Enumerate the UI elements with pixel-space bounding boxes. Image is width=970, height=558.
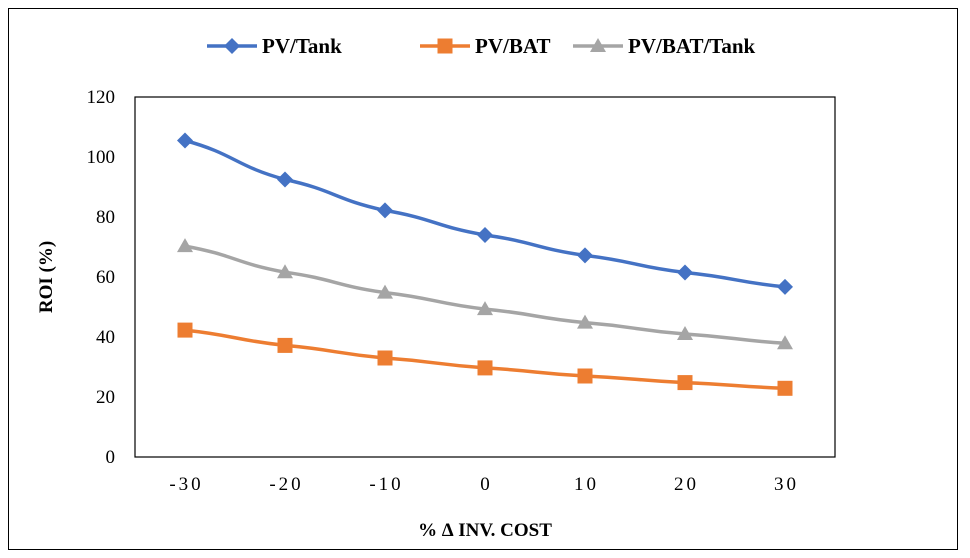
- data-point: [177, 322, 193, 338]
- y-axis-title: ROI (%): [36, 241, 57, 313]
- series-pv-bat-tank: [177, 238, 793, 350]
- x-tick-label: -20: [269, 474, 303, 495]
- data-point: [777, 380, 793, 396]
- data-point: [277, 171, 293, 188]
- y-tick-label: 60: [96, 267, 115, 288]
- x-tick-label: -10: [369, 474, 403, 495]
- data-point: [277, 337, 293, 353]
- data-point: [277, 264, 293, 279]
- x-tick-label: -30: [169, 474, 203, 495]
- data-point: [577, 368, 593, 384]
- data-point: [677, 326, 693, 340]
- x-tick-label: 20: [674, 474, 699, 495]
- legend-marker: [437, 38, 453, 54]
- legend-label: PV/Tank: [262, 34, 342, 58]
- data-point: [477, 360, 493, 376]
- y-tick-label: 80: [96, 207, 115, 228]
- legend: PV/Tank PV/BAT PV/BAT/Tank: [207, 34, 756, 58]
- series-line: [183, 328, 787, 391]
- y-tick-label: 20: [96, 387, 115, 408]
- data-point: [477, 301, 493, 316]
- x-tick-label: 0: [480, 474, 493, 495]
- data-point: [177, 238, 193, 253]
- chart-frame: [8, 8, 958, 550]
- y-axis: 0 20 40 60 80 100 120: [87, 87, 116, 468]
- series-group: [177, 132, 793, 396]
- data-point: [777, 278, 793, 295]
- x-axis: -30 -20 -10 0 10 20 30: [169, 474, 799, 495]
- legend-item: PV/BAT: [420, 34, 550, 58]
- x-axis-title: % ∆ INV. COST: [418, 520, 552, 541]
- data-point: [377, 350, 393, 366]
- legend-item: PV/BAT/Tank: [573, 34, 756, 58]
- series-line: [183, 244, 787, 346]
- y-tick-label: 100: [87, 147, 116, 168]
- data-point: [377, 202, 393, 219]
- y-tick-label: 0: [106, 447, 116, 468]
- data-point: [777, 335, 793, 350]
- legend-marker: [224, 38, 240, 54]
- series-pv-bat: [177, 322, 793, 396]
- data-point: [377, 284, 393, 299]
- y-tick-label: 40: [96, 327, 115, 348]
- legend-item: PV/Tank: [207, 34, 342, 58]
- legend-marker: [590, 38, 606, 52]
- legend-label: PV/BAT: [475, 34, 550, 58]
- data-point: [477, 227, 493, 243]
- data-point: [677, 264, 693, 281]
- series-line: [183, 138, 787, 289]
- x-tick-label: 30: [774, 474, 799, 495]
- legend-label: PV/BAT/Tank: [628, 34, 756, 58]
- x-tick-label: 10: [574, 474, 599, 495]
- data-point: [677, 375, 693, 391]
- data-point: [577, 247, 593, 264]
- y-tick-label: 120: [87, 87, 116, 108]
- series-pv-tank: [177, 132, 793, 295]
- plot-area: [134, 96, 836, 458]
- data-point: [577, 314, 593, 329]
- data-point: [177, 132, 193, 149]
